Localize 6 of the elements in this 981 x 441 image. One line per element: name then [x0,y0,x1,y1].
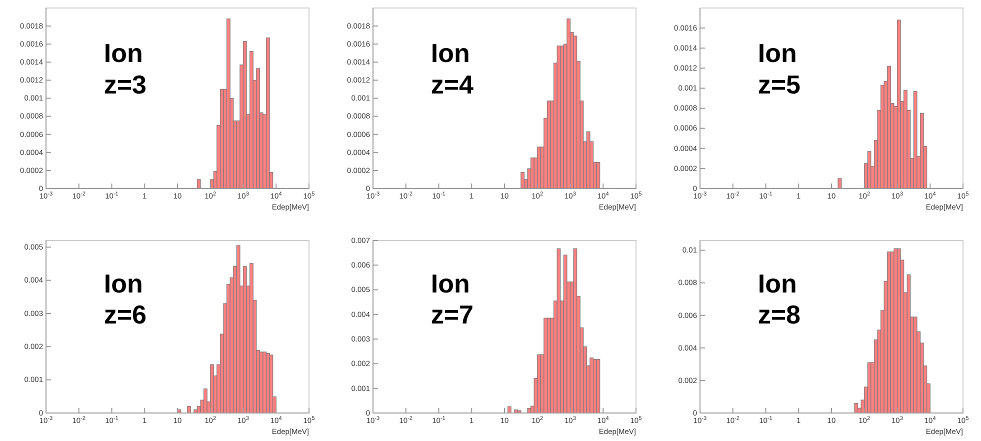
text: Ion z=8 [758,268,801,330]
text: Ion z=5 [758,38,801,100]
text: Ion z=4 [430,38,474,100]
text: Ion z=3 [104,38,147,100]
text: Ion z=6 [104,268,147,330]
text: Ion z=7 [430,268,474,330]
